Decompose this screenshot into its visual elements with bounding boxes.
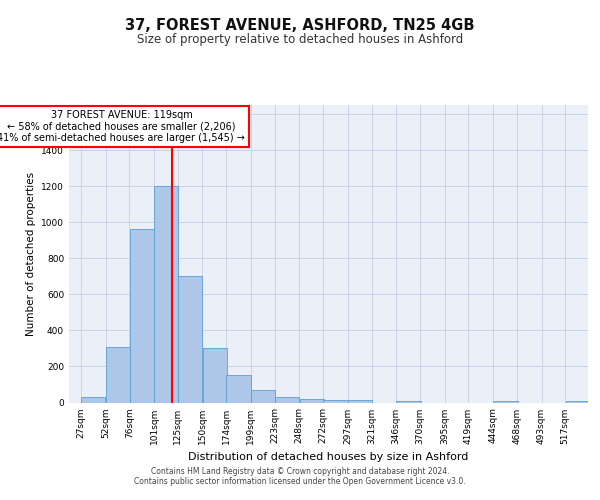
Bar [493,400,518,402]
Bar [566,400,590,402]
Bar [81,397,106,402]
Bar [130,230,154,402]
Y-axis label: Number of detached properties: Number of detached properties [26,172,35,336]
Bar [348,400,372,402]
Text: Contains public sector information licensed under the Open Government Licence v3: Contains public sector information licen… [134,477,466,486]
Bar [251,390,275,402]
Text: 37, FOREST AVENUE, ASHFORD, TN25 4GB: 37, FOREST AVENUE, ASHFORD, TN25 4GB [125,18,475,32]
Bar [299,399,324,402]
Bar [203,348,227,403]
Bar [226,374,251,402]
Bar [154,186,178,402]
Bar [106,346,130,403]
Bar [178,276,202,402]
X-axis label: Distribution of detached houses by size in Ashford: Distribution of detached houses by size … [188,452,469,462]
Bar [275,397,299,402]
Bar [397,400,421,402]
Text: Size of property relative to detached houses in Ashford: Size of property relative to detached ho… [137,32,463,46]
Bar [323,400,347,402]
Text: 37 FOREST AVENUE: 119sqm
← 58% of detached houses are smaller (2,206)
41% of sem: 37 FOREST AVENUE: 119sqm ← 58% of detach… [0,110,245,143]
Text: Contains HM Land Registry data © Crown copyright and database right 2024.: Contains HM Land Registry data © Crown c… [151,467,449,476]
